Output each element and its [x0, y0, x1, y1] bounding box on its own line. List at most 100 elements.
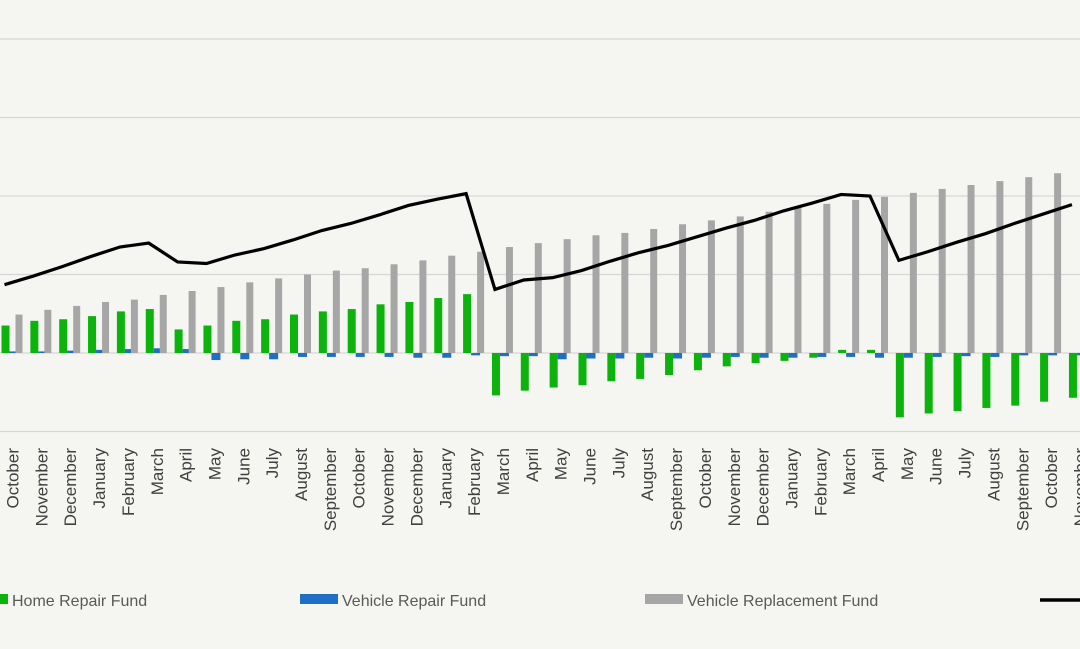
- vehicle-repair-fund-bar: [903, 353, 913, 358]
- home-repair-fund-bar: [232, 320, 241, 353]
- vehicle-repair-fund-bar: [701, 353, 711, 358]
- home-repair-fund-bar: [722, 353, 731, 367]
- vehicle-repair-fund-bar: [240, 353, 250, 360]
- vehicle-repair-fund-bar: [615, 353, 625, 359]
- vehicle-repair-fund-bar: [269, 353, 279, 360]
- vehicle-replacement-fund-bar: [852, 199, 860, 353]
- vehicle-replacement-fund-bar: [823, 203, 831, 353]
- x-tick-label: November: [1071, 448, 1080, 527]
- vehicle-replacement-fund-bar: [592, 235, 600, 353]
- home-repair-fund-bar: [780, 353, 789, 361]
- vehicle-replacement-fund-bar: [390, 264, 398, 353]
- home-repair-fund-bar: [59, 319, 68, 353]
- vehicle-replacement-fund-bar: [1025, 177, 1033, 353]
- vehicle-repair-fund-bar: [384, 353, 394, 357]
- vehicle-repair-fund-bar: [471, 353, 481, 356]
- gridlines: [0, 38, 1080, 433]
- home-repair-fund-bar: [838, 349, 847, 353]
- x-tick-label: March: [148, 448, 167, 495]
- x-tick-label: January: [90, 448, 109, 509]
- x-tick-label: January: [782, 448, 801, 509]
- x-tick-label: August: [638, 448, 657, 501]
- vehicle-replacement-fund-bar: [967, 185, 975, 353]
- x-tick-label: June: [234, 448, 253, 485]
- x-tick-label: April: [523, 448, 542, 482]
- legend-swatch: [645, 594, 683, 604]
- vehicle-replacement-fund-bar: [188, 290, 196, 353]
- x-tick-label: May: [898, 448, 917, 481]
- legend-label: Vehicle Repair Fund: [342, 593, 486, 610]
- vehicle-repair-fund-bar: [9, 351, 19, 353]
- x-tick-label: July: [956, 448, 975, 479]
- vehicle-replacement-fund-bar: [938, 188, 946, 353]
- home-repair-fund-bar: [809, 353, 818, 358]
- home-repair-fund-bar: [405, 301, 414, 353]
- bars: [1, 173, 1080, 418]
- x-tick-label: April: [177, 448, 196, 482]
- vehicle-replacement-fund-bar: [563, 239, 571, 353]
- x-tick-label: February: [119, 448, 138, 517]
- x-tick-label: August: [292, 448, 311, 501]
- vehicle-repair-fund-bar: [67, 350, 77, 353]
- vehicle-replacement-fund-bar: [909, 192, 917, 353]
- vehicle-replacement-fund-bar: [217, 287, 225, 353]
- home-repair-fund-bar: [578, 353, 587, 386]
- home-repair-fund-bar: [491, 353, 500, 396]
- legend-label: Home Repair Fund: [12, 593, 147, 610]
- vehicle-replacement-fund-bar: [246, 282, 254, 353]
- legend-swatch: [300, 594, 338, 604]
- vehicle-repair-fund-bar: [875, 353, 884, 358]
- vehicle-repair-fund-bar: [499, 353, 509, 357]
- vehicle-repair-fund-bar: [1019, 353, 1029, 356]
- home-repair-fund-bar: [434, 298, 443, 353]
- home-repair-fund-bar: [1011, 353, 1020, 406]
- x-tick-label: June: [581, 448, 600, 485]
- x-tick-label: November: [725, 448, 744, 527]
- vehicle-repair-fund-bar: [932, 353, 942, 357]
- home-repair-fund-bar: [145, 309, 154, 353]
- x-tick-label: May: [552, 448, 571, 481]
- vehicle-replacement-fund-bar: [707, 220, 715, 353]
- home-repair-fund-bar: [982, 353, 991, 408]
- vehicle-repair-fund-bar: [759, 353, 769, 358]
- vehicle-replacement-fund-bar: [477, 251, 485, 353]
- home-repair-fund-bar: [88, 316, 97, 353]
- vehicle-repair-fund-bar: [96, 349, 106, 353]
- legend-label: Vehicle Replacement Fund: [687, 593, 878, 610]
- vehicle-replacement-fund-bar: [650, 228, 658, 353]
- vehicle-replacement-fund-bar: [304, 274, 311, 353]
- home-repair-fund-bar: [895, 353, 904, 418]
- x-tick-label: March: [840, 448, 859, 495]
- home-repair-fund-bar: [1068, 353, 1077, 398]
- vehicle-replacement-fund-bar: [679, 224, 687, 353]
- vehicle-replacement-fund-bar: [881, 196, 888, 353]
- x-tick-label: October: [1042, 448, 1061, 509]
- vehicle-repair-fund-bar: [124, 349, 134, 353]
- home-repair-fund-bar: [116, 311, 125, 353]
- x-tick-label: July: [609, 448, 628, 479]
- vehicle-repair-fund-bar: [990, 353, 1000, 357]
- vehicle-repair-fund-bar: [528, 353, 538, 357]
- home-repair-fund-bar: [463, 294, 472, 353]
- vehicle-repair-fund-bar: [730, 353, 740, 357]
- vehicle-replacement-fund-bar: [275, 278, 283, 353]
- vehicle-replacement-fund-bar: [102, 301, 110, 353]
- vehicle-repair-fund-bar: [182, 349, 192, 353]
- vehicle-repair-fund-bar: [557, 353, 567, 360]
- vehicle-repair-fund-bar: [1076, 353, 1080, 356]
- vehicle-repair-fund-bar: [1048, 353, 1058, 356]
- x-tick-label: April: [869, 448, 888, 482]
- home-repair-fund-bar: [549, 353, 558, 388]
- total-line: [4, 191, 1073, 292]
- x-tick-label: December: [754, 448, 773, 527]
- vehicle-replacement-fund-bar: [448, 255, 456, 353]
- vehicle-replacement-fund-bar: [1054, 173, 1062, 353]
- home-repair-fund-bar: [30, 320, 39, 353]
- home-repair-fund-bar: [174, 329, 183, 353]
- x-tick-label: November: [32, 448, 51, 527]
- vehicle-replacement-fund-bar: [794, 207, 802, 353]
- home-repair-fund-bar: [318, 311, 327, 353]
- home-repair-fund-bar: [520, 353, 529, 391]
- x-tick-label: February: [465, 448, 484, 517]
